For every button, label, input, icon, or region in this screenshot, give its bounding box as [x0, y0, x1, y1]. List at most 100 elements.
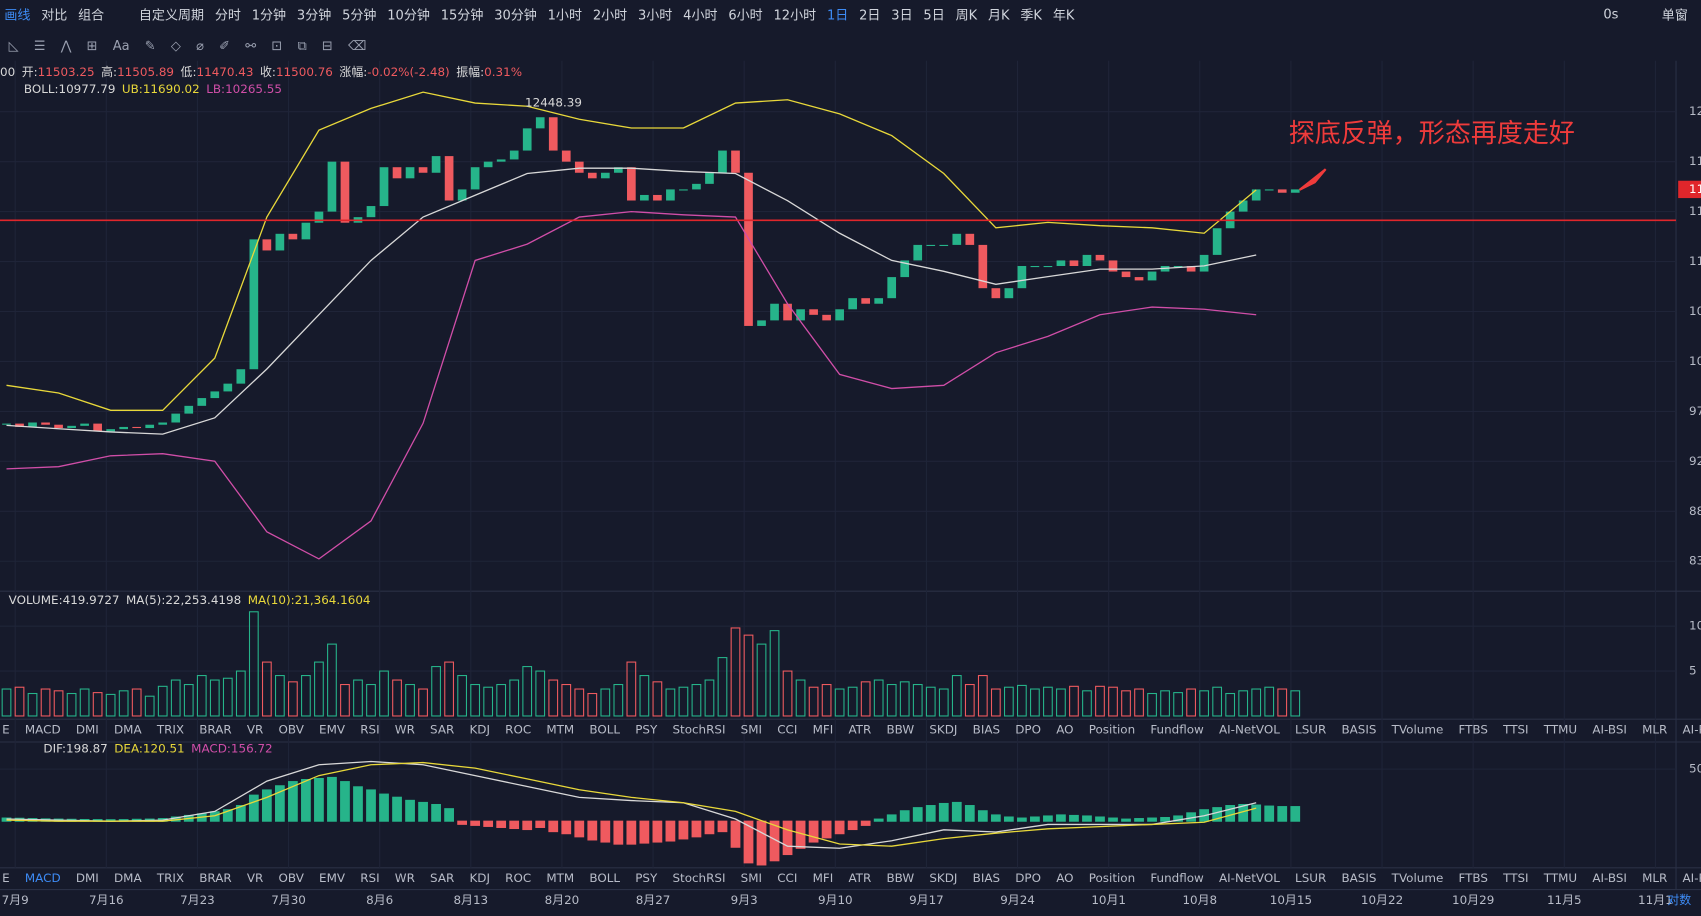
indicator-tab[interactable]: SAR: [430, 871, 454, 885]
indicator-tab[interactable]: TRIX: [156, 871, 184, 885]
indicator-tab[interactable]: AO: [1056, 871, 1073, 885]
indicator-tab[interactable]: MTM: [546, 723, 574, 737]
toolbar-right-item[interactable]: 0s: [1603, 6, 1619, 22]
indicator-tab[interactable]: KDJ: [469, 723, 490, 737]
tool-icon[interactable]: ⌫: [348, 37, 367, 54]
tool-icon[interactable]: ⧉: [297, 37, 307, 53]
indicator-tab[interactable]: FTBS: [1458, 723, 1487, 737]
indicator-tab[interactable]: EMV: [319, 723, 346, 737]
tool-button[interactable]: 组合: [78, 7, 105, 23]
tool-icon[interactable]: ⊞: [86, 37, 98, 54]
indicator-tab[interactable]: SAR: [430, 723, 454, 737]
period-button[interactable]: 30分钟: [494, 7, 537, 23]
indicator-tab[interactable]: DPO: [1015, 871, 1041, 885]
period-button[interactable]: 12小时: [773, 7, 817, 23]
indicator-tab[interactable]: BIAS: [973, 723, 1000, 737]
indicator-tab[interactable]: AI-BSI: [1592, 723, 1627, 737]
indicator-tab[interactable]: MACD: [25, 871, 61, 885]
indicator-tab[interactable]: TVolume: [1391, 723, 1444, 737]
indicator-tab[interactable]: DMA: [114, 871, 142, 885]
indicator-tab[interactable]: AI-NetVOL: [1219, 871, 1280, 885]
indicator-tab[interactable]: SMI: [741, 723, 762, 737]
tool-icon[interactable]: ◇: [170, 37, 181, 54]
period-button[interactable]: 1小时: [547, 7, 582, 23]
tool-icon[interactable]: ⌀: [196, 37, 204, 54]
indicator-tab[interactable]: RSI: [360, 871, 379, 885]
period-button[interactable]: 4小时: [683, 7, 718, 23]
indicator-tab[interactable]: Position: [1089, 723, 1135, 737]
period-button[interactable]: 周K: [955, 7, 978, 23]
indicator-tab[interactable]: DMI: [76, 723, 99, 737]
indicator-tab[interactable]: TTMU: [1543, 723, 1577, 737]
indicator-tab[interactable]: DPO: [1015, 723, 1041, 737]
indicator-tab[interactable]: MFI: [813, 871, 834, 885]
text-tool[interactable]: Aa: [112, 37, 130, 54]
period-button[interactable]: 季K: [1020, 7, 1042, 23]
indicator-tab[interactable]: SKDJ: [929, 871, 957, 885]
indicator-tab[interactable]: E: [2, 723, 10, 737]
indicator-tab[interactable]: VR: [247, 723, 263, 737]
indicator-tab[interactable]: OBV: [279, 871, 305, 885]
period-button[interactable]: 3分钟: [296, 7, 332, 23]
period-button[interactable]: 年K: [1052, 7, 1075, 23]
indicator-tab[interactable]: ATR: [848, 871, 871, 885]
period-button[interactable]: 月K: [987, 7, 1010, 23]
indicator-tab[interactable]: OBV: [279, 723, 305, 737]
indicator-tab[interactable]: Fundflow: [1150, 723, 1204, 737]
indicator-tab[interactable]: MACD: [25, 723, 61, 737]
indicator-tab[interactable]: BASIS: [1341, 871, 1376, 885]
indicator-tab[interactable]: TTSI: [1502, 723, 1528, 737]
indicator-tab[interactable]: BRAR: [199, 723, 231, 737]
toolbar-right-item[interactable]: 单窗: [1661, 7, 1688, 23]
indicator-tab[interactable]: MTM: [546, 871, 574, 885]
tool-button[interactable]: 画线: [4, 7, 31, 23]
indicator-tab[interactable]: ATR: [848, 723, 871, 737]
indicator-tab[interactable]: AI-PD: [1683, 871, 1701, 885]
indicator-tab[interactable]: AI-PD: [1683, 723, 1701, 737]
indicator-tab[interactable]: VR: [247, 871, 263, 885]
indicator-tab[interactable]: TRIX: [156, 723, 184, 737]
indicator-tab[interactable]: WR: [395, 871, 415, 885]
indicator-tab[interactable]: BBW: [886, 723, 914, 737]
tool-button[interactable]: 对比: [41, 7, 68, 23]
indicator-tab[interactable]: LSUR: [1295, 723, 1326, 737]
period-button[interactable]: 2小时: [592, 7, 628, 23]
indicator-tab[interactable]: KDJ: [469, 871, 490, 885]
indicator-tab[interactable]: DMA: [114, 723, 142, 737]
tool-icon[interactable]: ⋀: [60, 37, 72, 54]
indicator-tab[interactable]: AI-BSI: [1592, 871, 1627, 885]
indicator-tab[interactable]: FTBS: [1458, 871, 1487, 885]
indicator-tab[interactable]: E: [2, 871, 10, 885]
indicator-tab[interactable]: TTSI: [1502, 871, 1528, 885]
indicator-tab[interactable]: PSY: [635, 723, 658, 737]
period-button[interactable]: 3日: [891, 7, 913, 23]
tool-icon[interactable]: ✎: [144, 37, 156, 54]
indicator-tab[interactable]: TVolume: [1391, 871, 1444, 885]
indicator-tab[interactable]: MLR: [1642, 723, 1667, 737]
tool-icon[interactable]: ⊡: [271, 37, 283, 54]
period-button[interactable]: 5日: [923, 7, 945, 23]
indicator-tab[interactable]: StochRSI: [672, 871, 725, 885]
tool-icon[interactable]: ✐: [219, 37, 231, 54]
indicator-tab[interactable]: EMV: [319, 871, 346, 885]
indicator-tab[interactable]: AI-NetVOL: [1219, 723, 1280, 737]
indicator-tab[interactable]: BIAS: [973, 871, 1000, 885]
indicator-tab[interactable]: WR: [395, 723, 415, 737]
indicator-tab[interactable]: TTMU: [1543, 871, 1577, 885]
indicator-tab[interactable]: PSY: [635, 871, 658, 885]
period-button[interactable]: 2日: [859, 7, 881, 23]
period-button[interactable]: 10分钟: [387, 7, 430, 23]
period-button[interactable]: 5分钟: [342, 7, 377, 23]
period-button[interactable]: 15分钟: [440, 7, 484, 23]
tool-icon[interactable]: ◺: [8, 37, 19, 54]
tool-icon[interactable]: ⚯: [245, 37, 257, 54]
period-button[interactable]: 3小时: [637, 7, 673, 23]
indicator-tab[interactable]: SMI: [741, 871, 762, 885]
indicator-tab[interactable]: BOLL: [589, 871, 620, 885]
indicator-tab[interactable]: CCI: [777, 871, 797, 885]
indicator-tab[interactable]: BRAR: [199, 871, 231, 885]
indicator-tab[interactable]: ROC: [505, 871, 531, 885]
indicator-tab[interactable]: ROC: [505, 723, 531, 737]
tool-icon[interactable]: ⊟: [321, 37, 333, 54]
period-button[interactable]: 分时: [214, 7, 241, 23]
